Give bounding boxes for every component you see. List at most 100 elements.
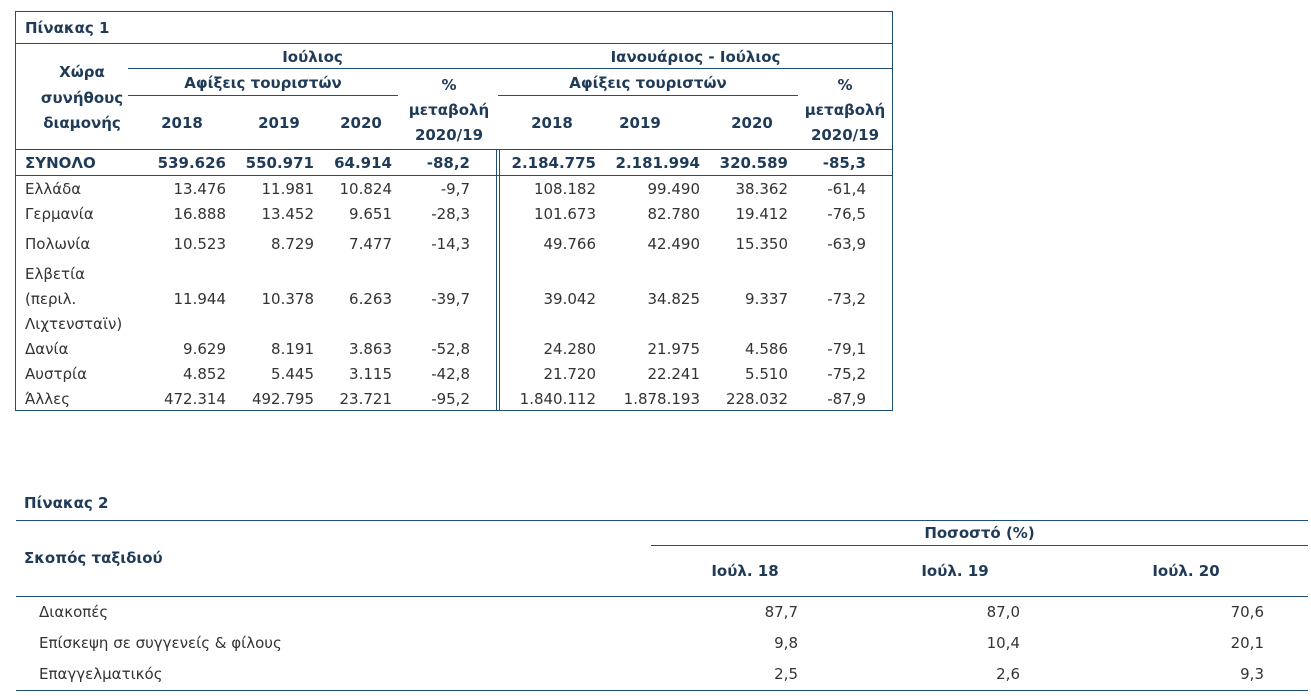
row-header-line: συνήθους [40, 89, 124, 107]
divider [16, 520, 1308, 521]
total-value: -88,2 [426, 154, 470, 172]
table-cell: 70,6 [1230, 603, 1264, 621]
table-cell: 42.490 [647, 235, 701, 253]
divider [496, 149, 497, 411]
table-cell: 21.720 [543, 365, 597, 383]
table-cell: 13.476 [173, 180, 227, 198]
country-label: Άλλες [25, 390, 71, 408]
column-header: Ιούλ. 19 [921, 562, 989, 580]
table-cell: 87,7 [764, 603, 798, 621]
row-header-line: Χώρα [59, 63, 105, 81]
total-value: 2.184.775 [511, 154, 596, 172]
country-label: (περιλ. [25, 290, 77, 308]
arrivals-header: Αφίξεις τουριστών [569, 74, 727, 92]
table-cell: 24.280 [543, 340, 597, 358]
year-header: 2018 [161, 114, 203, 132]
country-label: Πολωνία [25, 235, 91, 253]
table-cell: 9.337 [745, 290, 788, 308]
table-2: Πίνακας 2 Σκοπός ταξιδιού Ποσοστό (%) Ιο… [0, 490, 1311, 696]
column-header: Ιούλ. 18 [711, 562, 779, 580]
table-cell: 3.863 [349, 340, 392, 358]
table-cell: 10.523 [173, 235, 227, 253]
country-label: Λιχτενσταϊν) [25, 315, 123, 333]
table-cell: 2,6 [996, 665, 1020, 683]
table-cell: 11.944 [173, 290, 227, 308]
table-cell: 1.840.112 [519, 390, 596, 408]
table-2-title: Πίνακας 2 [24, 494, 109, 512]
divider [651, 545, 1308, 546]
table-cell: 10.378 [261, 290, 315, 308]
group-header-july: Ιούλιος [282, 48, 343, 66]
change-header-line: μεταβολή [408, 101, 490, 119]
table-cell: 11.981 [261, 180, 315, 198]
change-header-line: 2020/19 [414, 126, 484, 144]
table-cell: 13.452 [261, 205, 315, 223]
divider [128, 95, 398, 96]
divider [16, 43, 892, 44]
row-header-line: διαμονής [43, 114, 121, 132]
table-cell: 49.766 [543, 235, 597, 253]
total-value: -85,3 [822, 154, 866, 172]
table-cell: 9.651 [349, 205, 392, 223]
divider [499, 149, 500, 411]
table-cell: 9,8 [774, 634, 798, 652]
year-header: 2019 [258, 114, 300, 132]
table-cell: 82.780 [647, 205, 701, 223]
table-cell: -63,9 [827, 235, 866, 253]
table-cell: 10,4 [986, 634, 1020, 652]
country-label: Δανία [25, 340, 69, 358]
purpose-label: Επαγγελματικός [39, 665, 163, 683]
table-cell: -87,9 [827, 390, 866, 408]
table-cell: 39.042 [543, 290, 597, 308]
table-cell: 108.182 [533, 180, 596, 198]
table-cell: 3.115 [349, 365, 392, 383]
country-label: Ελβετία [25, 265, 86, 283]
group-header-jan-july: Ιανουάριος - Ιούλιος [610, 48, 781, 66]
country-label: Ελλάδα [25, 180, 82, 198]
table-cell: 87,0 [986, 603, 1020, 621]
total-value: 64.914 [334, 154, 392, 172]
table-cell: 19.412 [735, 205, 789, 223]
table-cell: -52,8 [431, 340, 470, 358]
table-cell: 10.824 [339, 180, 393, 198]
group-header-percent: Ποσοστό (%) [924, 524, 1035, 542]
table-cell: 21.975 [647, 340, 701, 358]
table-cell: 23.721 [339, 390, 393, 408]
table-cell: -61,4 [827, 180, 866, 198]
year-header: 2018 [531, 114, 573, 132]
arrivals-header: Αφίξεις τουριστών [184, 74, 342, 92]
table-cell: 22.241 [647, 365, 701, 383]
table-cell: 1.878.193 [623, 390, 700, 408]
table-cell: 492.795 [251, 390, 314, 408]
table-cell: -14,3 [431, 235, 470, 253]
divider [16, 149, 892, 150]
table-1: Πίνακας 1 Χώρα συνήθους διαμονής Ιούλιος… [15, 11, 893, 411]
table-cell: 4.852 [183, 365, 226, 383]
table-cell: -39,7 [431, 290, 470, 308]
total-label: ΣΥΝΟΛΟ [25, 154, 96, 172]
table-cell: 228.032 [725, 390, 788, 408]
table-cell: -79,1 [827, 340, 866, 358]
divider [16, 690, 1308, 691]
table-cell: 6.263 [349, 290, 392, 308]
table-cell: 8.729 [271, 235, 314, 253]
table-cell: 472.314 [163, 390, 226, 408]
total-value: 2.181.994 [615, 154, 700, 172]
table-cell: 5.445 [271, 365, 314, 383]
table-cell: -9,7 [440, 180, 470, 198]
change-header-line: 2020/19 [810, 126, 880, 144]
table-cell: 15.350 [735, 235, 789, 253]
divider [128, 68, 892, 69]
table-cell: -75,2 [827, 365, 866, 383]
total-value: 539.626 [157, 154, 226, 172]
purpose-label: Διακοπές [39, 603, 109, 621]
purpose-label: Επίσκεψη σε συγγενείς & φίλους [39, 634, 282, 652]
table-cell: 38.362 [735, 180, 789, 198]
change-header-line: μεταβολή [804, 101, 886, 119]
table-cell: 16.888 [173, 205, 227, 223]
table-cell: 7.477 [349, 235, 392, 253]
row-header: Σκοπός ταξιδιού [24, 549, 163, 567]
table-cell: 20,1 [1230, 634, 1264, 652]
table-cell: 2,5 [774, 665, 798, 683]
table-cell: 101.673 [533, 205, 596, 223]
